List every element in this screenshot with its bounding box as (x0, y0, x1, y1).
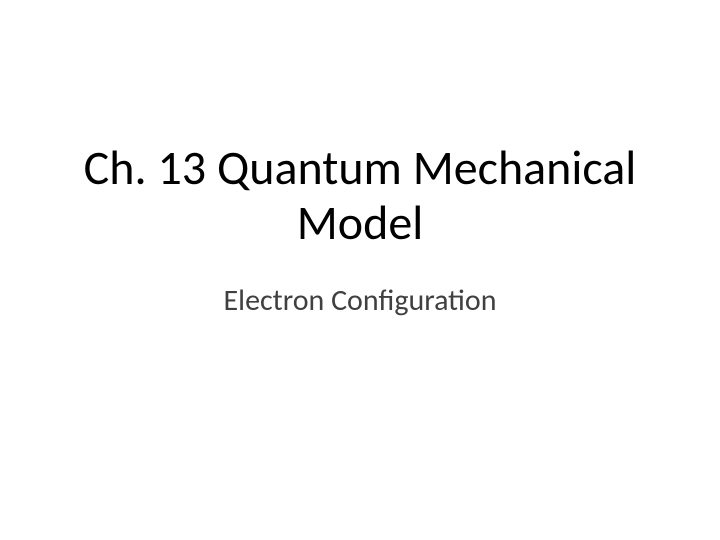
title-line-2: Model (297, 193, 423, 252)
slide-container: Ch. 13 Quantum Mechanical Model Electron… (0, 0, 720, 540)
title-line-1: Ch. 13 Quantum Mechanical (84, 138, 637, 197)
slide-title: Ch. 13 Quantum Mechanical Model (84, 140, 637, 250)
slide-subtitle: Electron Configuration (224, 282, 497, 319)
